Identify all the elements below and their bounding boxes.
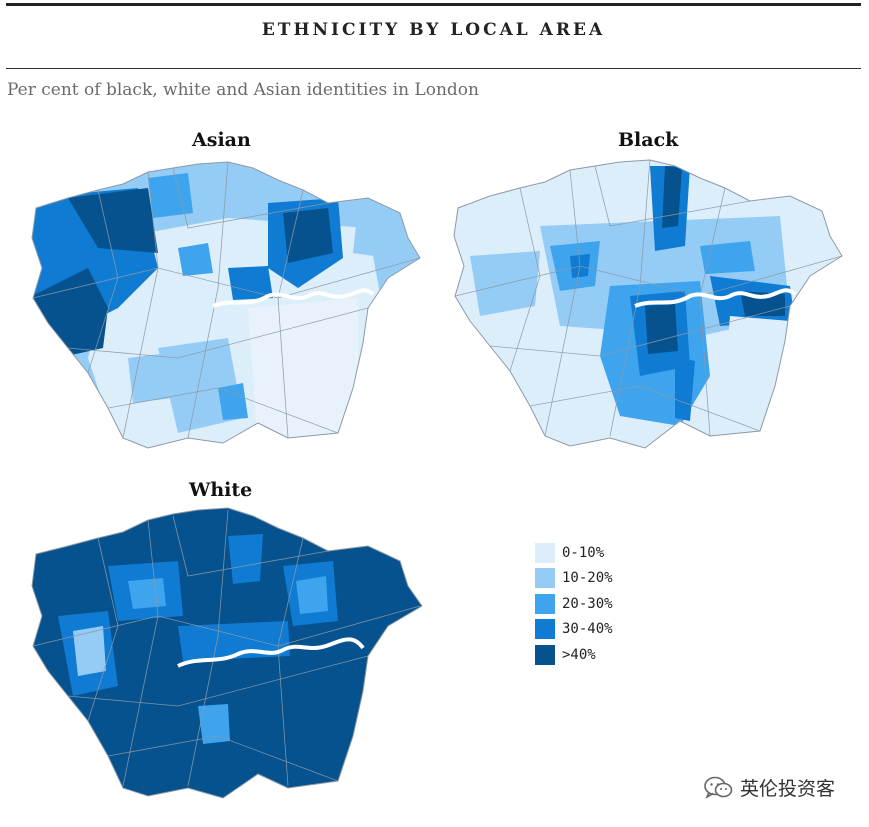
legend-label: >40% [562,646,596,663]
watermark-label: 英伦投资客 [740,778,836,800]
map-title-white: White [189,479,253,501]
black-map [453,159,843,449]
asian-map [31,161,421,449]
legend-swatch [535,619,555,640]
watermark: 英伦投资客 [704,774,835,801]
legend-swatch [535,568,555,589]
legend-item: 0-10% [535,540,613,566]
page-title: ETHNICITY BY LOCAL AREA [261,20,606,40]
map-title-black: Black [618,129,679,151]
legend-item: >40% [535,642,613,668]
legend-label: 20-30% [562,595,613,612]
legend-swatch [535,644,555,665]
legend-label: 10-20% [562,570,613,587]
wechat-icon [704,776,733,799]
legend-label: 30-40% [562,621,613,638]
legend-item: 30-40% [535,617,613,643]
page-subtitle: Per cent of black, white and Asian ident… [7,80,479,100]
map-title-asian: Asian [192,129,251,151]
legend-item: 10-20% [535,566,613,592]
legend-swatch [535,542,555,563]
map-legend: 0-10% 10-20% 20-30% 30-40% >40% [535,540,613,668]
white-map [31,507,423,799]
legend-label: 0-10% [562,544,605,561]
title-divider [6,68,861,69]
top-rule [6,3,861,6]
legend-swatch [535,593,555,614]
legend-item: 20-30% [535,591,613,617]
